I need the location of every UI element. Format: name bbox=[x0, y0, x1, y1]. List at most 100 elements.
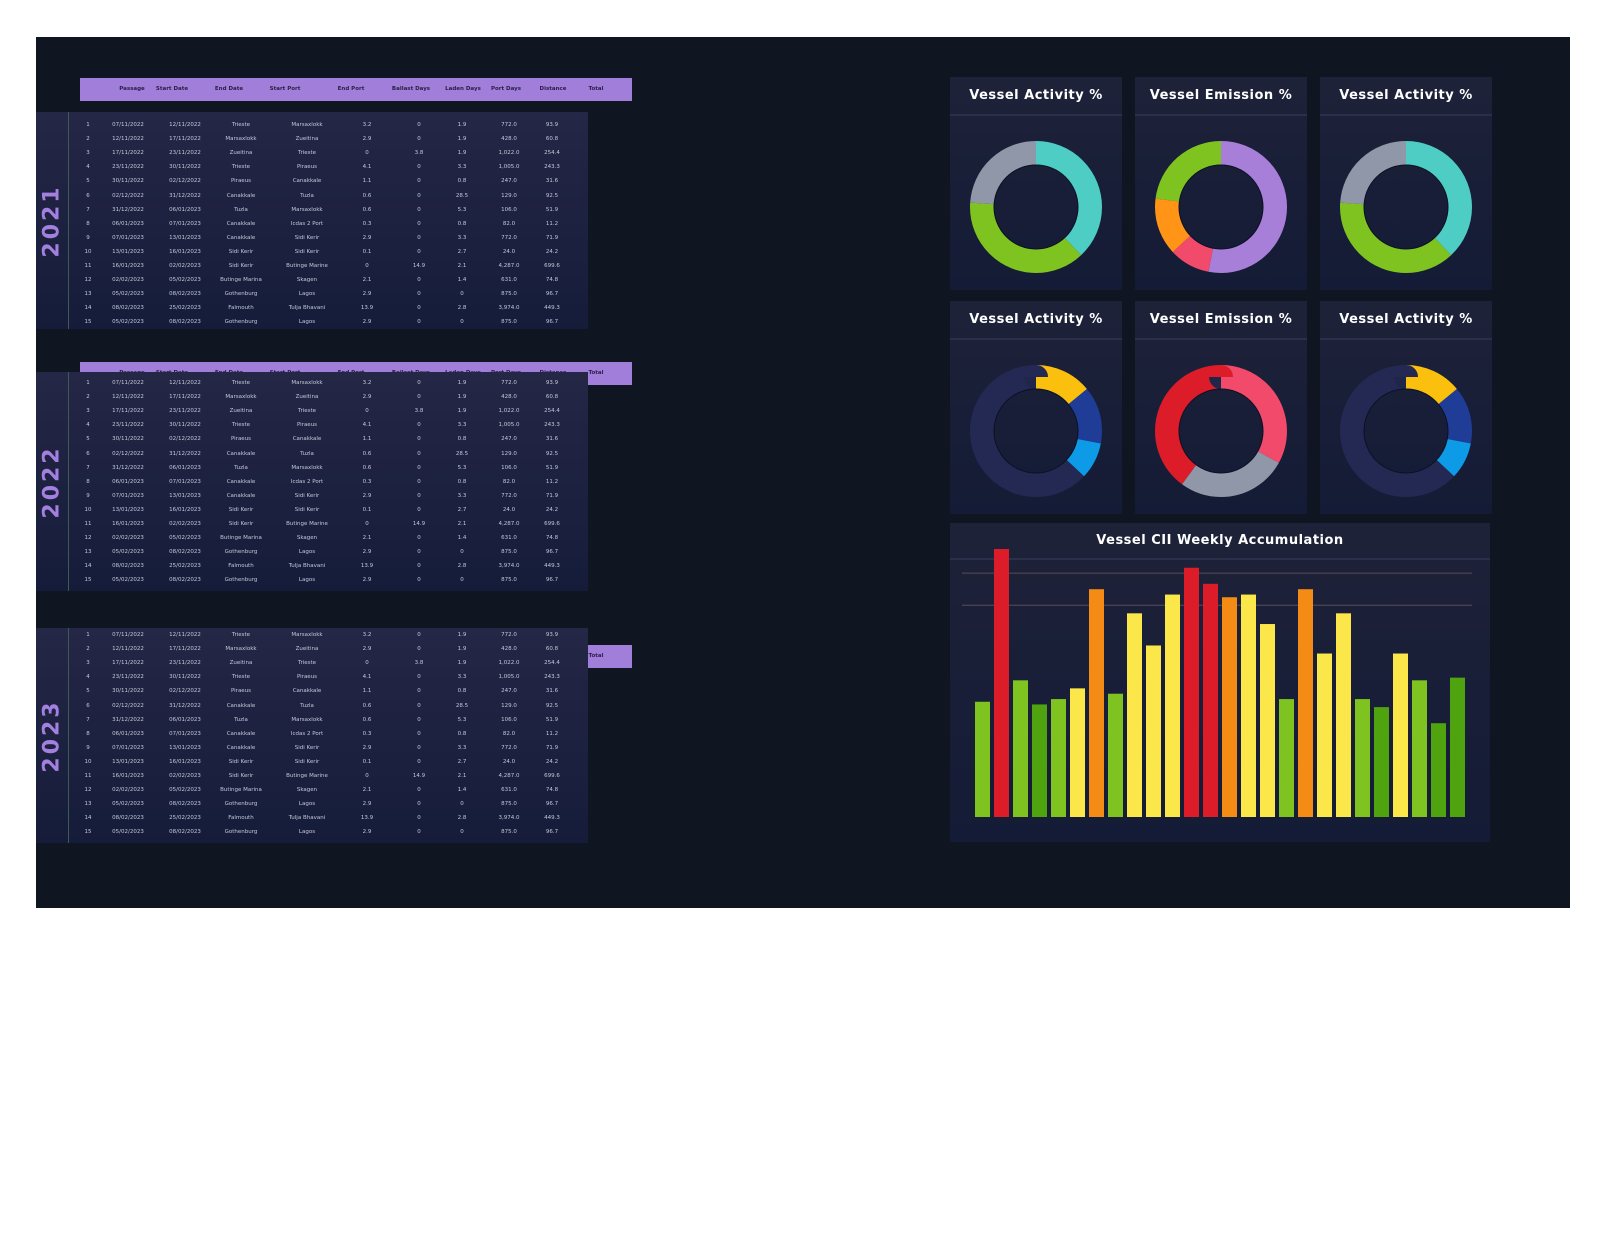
table-row[interactable]: 6 02/12/2022 31/12/2022 Canakkale Tuzla 0.6 0 2… bbox=[36, 189, 588, 204]
table-row[interactable]: 2 12/11/2022 17/11/2022 Marsaxlokk Zueitina 2… bbox=[36, 390, 588, 405]
table-row[interactable]: 1 07/11/2022 12/11/2022 Trieste Marsaxlokk 3.… bbox=[36, 376, 588, 391]
table-row[interactable]: 13 05/02/2023 08/02/2023 Gothenburg Lagos 2.9… bbox=[36, 545, 588, 560]
table-row[interactable]: 10 13/01/2023 16/01/2023 Sidi Kerir Sidi Ker… bbox=[36, 503, 588, 518]
bar[interactable] bbox=[975, 701, 990, 817]
table-row[interactable]: 14 08/02/2023 25/02/2023 Falmouth Tulja Bhav… bbox=[36, 301, 588, 316]
donut-segment[interactable] bbox=[1155, 141, 1287, 273]
donut-segment[interactable] bbox=[970, 365, 1102, 497]
table-cell: 0.3 bbox=[362, 220, 372, 227]
table-row[interactable]: 10 13/01/2023 16/01/2023 Sidi Kerir Sidi Ker… bbox=[36, 245, 588, 260]
table-row[interactable]: 8 06/01/2023 07/01/2023 Canakkale Icdas 2 Po… bbox=[36, 217, 588, 232]
bar[interactable] bbox=[1013, 680, 1028, 817]
bar[interactable] bbox=[1336, 613, 1351, 817]
bar[interactable] bbox=[1260, 624, 1275, 817]
table-row[interactable]: 7 31/12/2022 06/01/2023 Tuzla Marsaxlokk 0.6 0… bbox=[36, 461, 588, 476]
table-row[interactable]: 1 07/11/2022 12/11/2022 Trieste Marsaxlokk 3.… bbox=[36, 628, 588, 643]
table-row[interactable]: 7 31/12/2022 06/01/2023 Tuzla Marsaxlokk 0.6 0… bbox=[36, 203, 588, 218]
table-row[interactable]: 7 31/12/2022 06/01/2023 Tuzla Marsaxlokk 0.6 0… bbox=[36, 713, 588, 728]
column-header[interactable]: End Port bbox=[337, 86, 365, 92]
table-row[interactable]: 11 16/01/2023 02/02/2023 Sidi Kerir Butinge … bbox=[36, 769, 588, 784]
table-row[interactable]: 6 02/12/2022 31/12/2022 Canakkale Tuzla 0.6 0 2… bbox=[36, 447, 588, 462]
table-row[interactable]: 9 07/01/2023 13/01/2023 Canakkale Sidi Kerir… bbox=[36, 489, 588, 504]
bar[interactable] bbox=[1317, 653, 1332, 817]
donut-segment[interactable] bbox=[1155, 141, 1287, 273]
bar[interactable] bbox=[1127, 613, 1142, 817]
column-header[interactable]: Total bbox=[588, 86, 604, 92]
column-header[interactable]: Laden Days bbox=[445, 86, 481, 92]
column-header[interactable]: Start Date bbox=[155, 86, 189, 92]
table-cell: 0 bbox=[417, 450, 421, 457]
column-header[interactable]: Distance bbox=[539, 86, 567, 92]
bar[interactable] bbox=[1032, 704, 1047, 817]
table-row[interactable]: 5 30/11/2022 02/12/2022 Piraeus Canakkale 1.1… bbox=[36, 174, 588, 189]
table-row[interactable]: 4 23/11/2022 30/11/2022 Trieste Piraeus 4.1 0 3… bbox=[36, 418, 588, 433]
bar[interactable] bbox=[1146, 645, 1161, 817]
column-header[interactable]: Total bbox=[588, 653, 604, 659]
table-row[interactable]: 15 05/02/2023 08/02/2023 Gothenburg Lagos 2.9… bbox=[36, 825, 588, 840]
bar[interactable] bbox=[1108, 693, 1123, 817]
bar[interactable] bbox=[1374, 707, 1389, 817]
table-row[interactable]: 5 30/11/2022 02/12/2022 Piraeus Canakkale 1.1… bbox=[36, 432, 588, 447]
donut-segment[interactable] bbox=[970, 141, 1102, 273]
donut-segment[interactable] bbox=[1340, 141, 1472, 273]
bar[interactable] bbox=[1355, 699, 1370, 817]
table-row[interactable]: 13 05/02/2023 08/02/2023 Gothenburg Lagos 2.9… bbox=[36, 797, 588, 812]
table-row[interactable]: 14 08/02/2023 25/02/2023 Falmouth Tulja Bhav… bbox=[36, 559, 588, 574]
bar[interactable] bbox=[1431, 723, 1446, 817]
bar[interactable] bbox=[994, 549, 1009, 817]
bar[interactable] bbox=[1184, 567, 1199, 817]
table-row[interactable]: 9 07/01/2023 13/01/2023 Canakkale Sidi Kerir… bbox=[36, 741, 588, 756]
table-cell: 4,287.0 bbox=[498, 263, 520, 269]
bar[interactable] bbox=[1203, 583, 1218, 817]
column-header[interactable]: End Date bbox=[214, 86, 244, 92]
table-row[interactable]: 11 16/01/2023 02/02/2023 Sidi Kerir Butinge … bbox=[36, 517, 588, 532]
bar[interactable] bbox=[1070, 688, 1085, 817]
bar[interactable] bbox=[1165, 594, 1180, 817]
donut-segment[interactable] bbox=[970, 365, 1102, 497]
table-row[interactable]: 11 16/01/2023 02/02/2023 Sidi Kerir Butinge … bbox=[36, 259, 588, 274]
table-row[interactable]: 8 06/01/2023 07/01/2023 Canakkale Icdas 2 Po… bbox=[36, 727, 588, 742]
table-row[interactable]: 3 17/11/2022 23/11/2022 Zueitina Trieste 0 3.8… bbox=[36, 404, 588, 419]
table-row[interactable]: 12 02/02/2023 05/02/2023 Butinge Marina Skag… bbox=[36, 531, 588, 546]
column-header[interactable]: Total bbox=[588, 370, 604, 376]
table-row[interactable]: 14 08/02/2023 25/02/2023 Falmouth Tulja Bhav… bbox=[36, 811, 588, 826]
donut-segment[interactable] bbox=[1340, 365, 1472, 497]
bar[interactable] bbox=[1051, 699, 1066, 817]
table-row[interactable]: 10 13/01/2023 16/01/2023 Sidi Kerir Sidi Ker… bbox=[36, 755, 588, 770]
table-row[interactable]: 2 12/11/2022 17/11/2022 Marsaxlokk Zueitina 2… bbox=[36, 642, 588, 657]
table-row[interactable]: 15 05/02/2023 08/02/2023 Gothenburg Lagos 2.9… bbox=[36, 315, 588, 330]
column-header[interactable]: Ballast Days bbox=[391, 86, 431, 92]
donut-segment[interactable] bbox=[970, 141, 1102, 273]
bar[interactable] bbox=[1412, 680, 1427, 817]
table-cell: 14.9 bbox=[412, 521, 426, 527]
table-row[interactable]: 12 02/02/2023 05/02/2023 Butinge Marina Skag… bbox=[36, 273, 588, 288]
table-row[interactable]: 4 23/11/2022 30/11/2022 Trieste Piraeus 4.1 0 3… bbox=[36, 670, 588, 685]
donut-segment[interactable] bbox=[1340, 141, 1472, 273]
table-row[interactable]: 1 07/11/2022 12/11/2022 Trieste Marsaxlokk 3.… bbox=[36, 118, 588, 133]
table-row[interactable]: 3 17/11/2022 23/11/2022 Zueitina Trieste 0 3.8… bbox=[36, 146, 588, 161]
column-header[interactable]: Port Days bbox=[490, 86, 522, 92]
column-header[interactable]: Start Port bbox=[269, 86, 301, 92]
donut-segment[interactable] bbox=[1155, 365, 1287, 497]
donut-segment[interactable] bbox=[1340, 365, 1472, 497]
table-row[interactable]: 5 30/11/2022 02/12/2022 Piraeus Canakkale 1.1… bbox=[36, 684, 588, 699]
bar[interactable] bbox=[1450, 677, 1465, 817]
bar[interactable] bbox=[1279, 699, 1294, 817]
table-row[interactable]: 15 05/02/2023 08/02/2023 Gothenburg Lagos 2.9… bbox=[36, 573, 588, 588]
table-row[interactable]: 4 23/11/2022 30/11/2022 Trieste Piraeus 4.1 0 3… bbox=[36, 160, 588, 175]
table-row[interactable]: 3 17/11/2022 23/11/2022 Zueitina Trieste 0 3.8… bbox=[36, 656, 588, 671]
bar[interactable] bbox=[1089, 589, 1104, 817]
table-row[interactable]: 6 02/12/2022 31/12/2022 Canakkale Tuzla 0.6 0 2… bbox=[36, 699, 588, 714]
donut-segment[interactable] bbox=[1155, 365, 1287, 497]
bar[interactable] bbox=[1241, 594, 1256, 817]
bar[interactable] bbox=[1222, 597, 1237, 817]
table-row[interactable]: 9 07/01/2023 13/01/2023 Canakkale Sidi Kerir… bbox=[36, 231, 588, 246]
table-row[interactable]: 12 02/02/2023 05/02/2023 Butinge Marina Skag… bbox=[36, 783, 588, 798]
bar[interactable] bbox=[1393, 653, 1408, 817]
table-row[interactable]: 13 05/02/2023 08/02/2023 Gothenburg Lagos 2.9… bbox=[36, 287, 588, 302]
bar[interactable] bbox=[1298, 589, 1313, 817]
table-row[interactable]: 8 06/01/2023 07/01/2023 Canakkale Icdas 2 Po… bbox=[36, 475, 588, 490]
table-row[interactable]: 2 12/11/2022 17/11/2022 Marsaxlokk Zueitina 2… bbox=[36, 132, 588, 147]
table-cell: Trieste bbox=[231, 380, 251, 386]
column-header[interactable]: Passage bbox=[119, 86, 145, 92]
